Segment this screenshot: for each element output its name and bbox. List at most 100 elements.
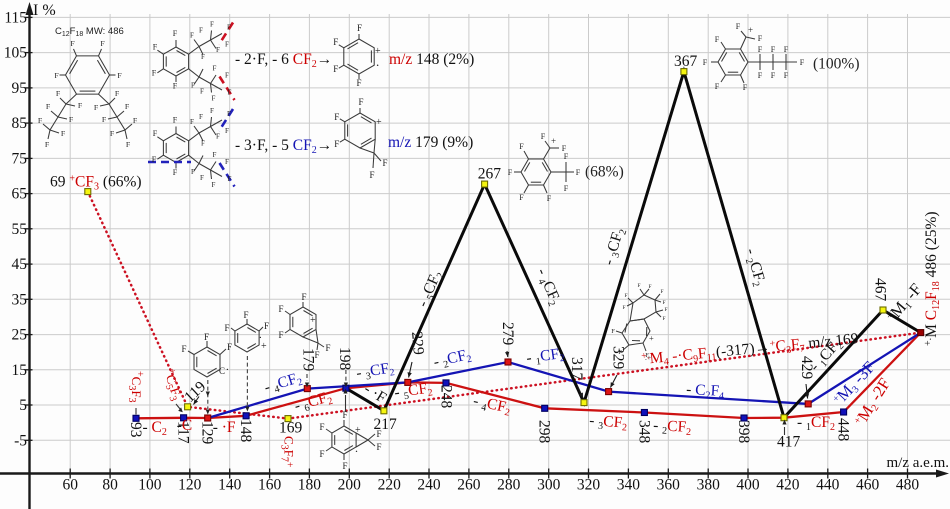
svg-text:F: F (152, 69, 157, 78)
svg-text:467: 467 (872, 278, 889, 302)
svg-text:279: 279 (499, 322, 516, 346)
svg-text:F: F (216, 46, 220, 54)
svg-text:F: F (703, 58, 708, 67)
svg-text:F: F (38, 116, 43, 125)
svg-text:F: F (611, 328, 615, 335)
svg-text:25: 25 (12, 327, 28, 344)
svg-text:- 6CF2: - 6CF2 (292, 388, 334, 417)
svg-text:429: 429 (798, 356, 815, 380)
svg-text:F: F (325, 343, 330, 353)
svg-text:180: 180 (298, 477, 322, 494)
svg-text:.: . (259, 329, 262, 341)
svg-text:248: 248 (438, 385, 455, 409)
svg-text:F: F (212, 181, 216, 189)
svg-text:169: 169 (279, 420, 303, 437)
svg-text:F: F (204, 332, 209, 342)
svg-text:F: F (100, 39, 105, 48)
svg-text:F: F (376, 442, 381, 452)
svg-text:- 2CF2: - 2CF2 (653, 417, 692, 438)
svg-text:- 2CF2: - 2CF2 (740, 246, 769, 288)
svg-text:F: F (508, 168, 513, 177)
svg-text:- 2CF2: - 2CF2 (432, 346, 473, 373)
svg-text:F: F (94, 103, 99, 112)
svg-text:F: F (622, 305, 625, 311)
svg-text:+: + (748, 25, 753, 35)
svg-text:F: F (45, 140, 50, 149)
svg-text:367: 367 (674, 53, 698, 70)
svg-text:229: 229 (408, 331, 427, 356)
svg-text:- 3CF2: - 3CF2 (600, 226, 629, 268)
svg-text:298: 298 (536, 420, 553, 444)
svg-text:F: F (191, 82, 195, 90)
svg-text:93: 93 (127, 422, 144, 438)
svg-text:120: 120 (178, 477, 202, 494)
svg-text:417: 417 (777, 434, 801, 451)
svg-text:F: F (660, 289, 663, 295)
svg-text:F: F (715, 82, 720, 91)
svg-text:(100%): (100%) (813, 56, 860, 73)
svg-text:+: + (649, 333, 654, 343)
svg-text:100: 100 (138, 477, 162, 494)
svg-text:F: F (334, 139, 339, 149)
svg-text:200: 200 (338, 477, 362, 494)
svg-text:F: F (564, 152, 569, 161)
svg-text:F: F (624, 293, 627, 299)
svg-text:- 4CF2: - 4CF2 (471, 392, 512, 418)
svg-text:F: F (227, 24, 231, 32)
svg-text:260: 260 (457, 477, 481, 494)
svg-text:F: F (356, 78, 361, 88)
svg-text:+.M C12F18 486 (25%): +.M C12F18 486 (25%) (923, 211, 942, 346)
svg-text:F: F (278, 330, 283, 340)
svg-text:348: 348 (635, 420, 652, 444)
svg-text:C12F18 MW: 486: C12F18 MW: 486 (55, 26, 124, 38)
svg-text:105: 105 (4, 45, 28, 62)
svg-text:F: F (278, 304, 283, 314)
svg-text:F: F (564, 184, 569, 193)
svg-text:-C: -C (177, 417, 193, 434)
svg-text:F: F (210, 21, 214, 29)
svg-text:F: F (314, 350, 319, 360)
svg-text:F: F (213, 151, 217, 159)
svg-text:- 1CF2: - 1CF2 (525, 345, 565, 369)
svg-text:148: 148 (237, 419, 254, 443)
svg-text:F: F (227, 342, 232, 352)
svg-text:F: F (771, 45, 776, 54)
svg-text:F: F (357, 23, 362, 33)
svg-text:75: 75 (12, 150, 28, 167)
svg-text:F: F (173, 82, 178, 91)
svg-text:55: 55 (12, 221, 28, 238)
svg-text:F: F (117, 71, 122, 80)
svg-text:F: F (576, 168, 581, 177)
svg-text:F: F (133, 116, 138, 125)
svg-text:F: F (342, 410, 347, 420)
svg-text:F: F (102, 115, 107, 124)
svg-text:140: 140 (218, 477, 242, 494)
svg-text:F: F (224, 323, 229, 333)
svg-text:F: F (637, 283, 640, 289)
svg-text:F: F (519, 193, 524, 202)
svg-text:95: 95 (12, 80, 28, 97)
svg-text:F: F (56, 89, 61, 98)
svg-text:F: F (648, 284, 651, 290)
svg-text:329: 329 (610, 346, 627, 370)
svg-text:+: + (375, 46, 381, 57)
svg-text:F: F (342, 461, 347, 471)
svg-text:F: F (264, 321, 269, 331)
svg-text:5: 5 (19, 397, 27, 414)
svg-text:F: F (46, 102, 51, 111)
svg-text:F: F (645, 352, 649, 359)
svg-text:- ·F: - ·F (213, 419, 236, 436)
svg-text:179: 179 (300, 348, 317, 372)
svg-text:360: 360 (657, 477, 681, 494)
svg-text:F: F (784, 71, 789, 80)
svg-text:F: F (228, 89, 232, 97)
svg-text:-5: -5 (14, 432, 27, 449)
svg-text:F: F (173, 29, 178, 38)
svg-text:F: F (319, 422, 324, 432)
svg-text:- 5CF2: - 5CF2 (414, 268, 447, 310)
svg-text:F: F (547, 194, 552, 203)
svg-text:F: F (200, 88, 204, 96)
svg-text:+: + (310, 315, 316, 326)
svg-text:F: F (173, 168, 178, 177)
svg-text:F: F (715, 35, 720, 44)
